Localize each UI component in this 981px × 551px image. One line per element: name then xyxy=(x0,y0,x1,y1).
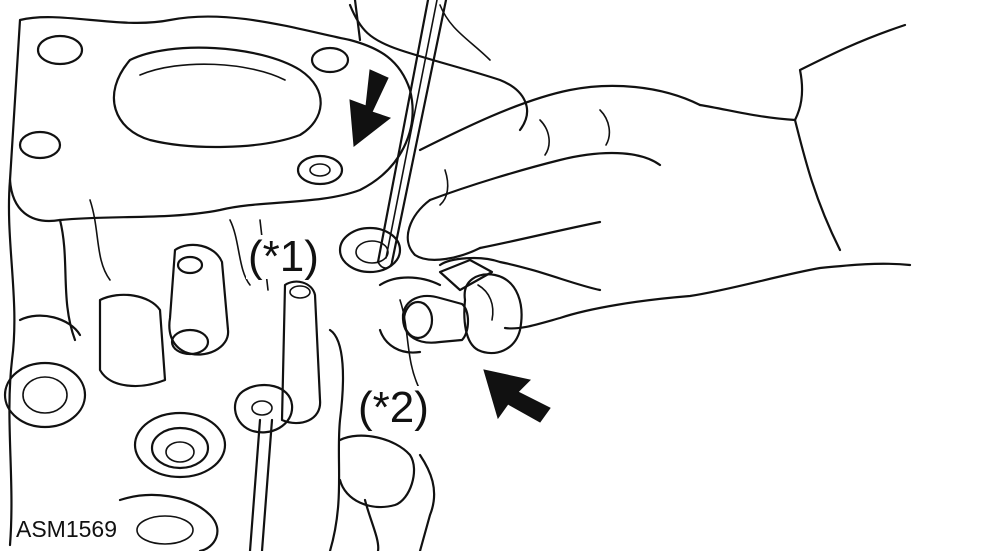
callout-label-2: (*2) xyxy=(356,383,431,432)
push-arrow-upper xyxy=(349,69,392,147)
callout-label-1: (*1) xyxy=(246,232,321,281)
valve-plug xyxy=(401,258,494,344)
hand xyxy=(378,23,912,355)
figure-id-label: ASM1569 xyxy=(14,516,120,542)
valve-body-casting xyxy=(3,0,529,551)
screwdriver xyxy=(376,0,448,269)
push-arrow-lower xyxy=(483,369,551,423)
